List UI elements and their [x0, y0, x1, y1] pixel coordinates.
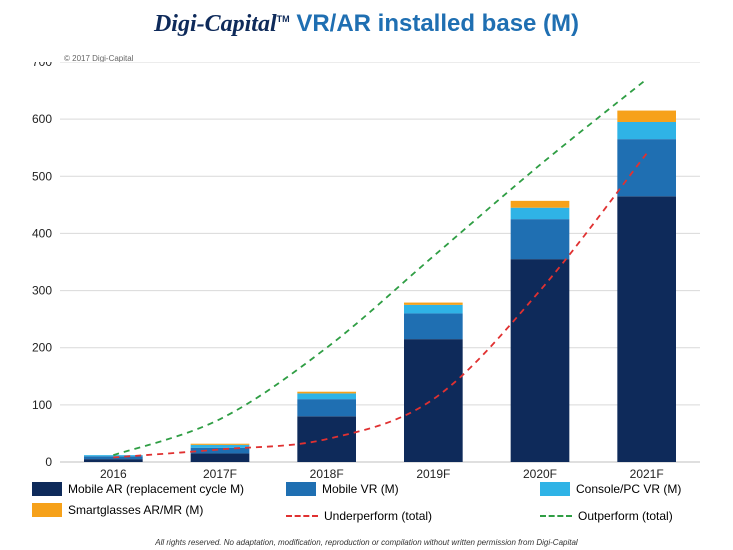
- bar-console_pc: [84, 455, 143, 456]
- bar-console_pc: [297, 393, 356, 399]
- brand-name: Digi-Capital: [154, 11, 277, 37]
- footer-text: All rights reserved. No adaptation, modi…: [0, 538, 733, 547]
- legend-label: Mobile VR (M): [322, 480, 399, 498]
- y-tick-label: 500: [32, 169, 52, 183]
- legend-swatch: [32, 503, 62, 517]
- legend-label: Mobile AR (replacement cycle M): [68, 480, 244, 498]
- y-tick-label: 100: [32, 398, 52, 412]
- legend-item-mobile_ar: Mobile AR (replacement cycle M): [32, 480, 280, 498]
- chart-legend: Mobile AR (replacement cycle M) Mobile VR…: [32, 480, 726, 525]
- y-tick-label: 200: [32, 341, 52, 355]
- x-tick-label: 2016: [100, 467, 127, 481]
- y-tick-label: 0: [45, 455, 52, 469]
- legend-item-console_pc: Console/PC VR (M): [540, 480, 720, 498]
- y-tick-label: 600: [32, 112, 52, 126]
- trademark: TM: [277, 14, 290, 24]
- chart-title: Digi-CapitalTM VR/AR installed base (M): [0, 10, 733, 38]
- x-tick-label: 2019F: [416, 467, 450, 481]
- y-tick-label: 400: [32, 226, 52, 240]
- y-tick-label: 700: [32, 62, 52, 69]
- legend-label: Outperform (total): [578, 507, 673, 525]
- legend-item-smartglass: Smartglasses AR/MR (M): [32, 501, 280, 519]
- bar-smartglass: [404, 303, 463, 305]
- y-tick-label: 300: [32, 284, 52, 298]
- bar-console_pc: [511, 208, 570, 219]
- bar-console_pc: [404, 305, 463, 314]
- x-tick-label: 2020F: [523, 467, 557, 481]
- x-tick-label: 2018F: [310, 467, 344, 481]
- legend-label: Console/PC VR (M): [576, 480, 681, 498]
- chart-plot: 010020030040050060070020162017F2018F2019…: [60, 62, 700, 462]
- bar-smartglass: [617, 111, 676, 122]
- title-rest: VR/AR installed base (M): [296, 10, 579, 37]
- legend-label: Underperform (total): [324, 507, 432, 525]
- legend-dash: [540, 515, 572, 517]
- bar-console_pc: [191, 445, 250, 448]
- bar-mobile_ar: [404, 339, 463, 462]
- x-tick-label: 2017F: [203, 467, 237, 481]
- bar-mobile_ar: [84, 459, 143, 462]
- bar-mobile_ar: [617, 196, 676, 462]
- bar-mobile_ar: [511, 259, 570, 462]
- bar-smartglass: [297, 392, 356, 394]
- bar-mobile_vr: [297, 399, 356, 416]
- x-tick-label: 2021F: [630, 467, 664, 481]
- legend-swatch: [286, 482, 316, 496]
- bar-mobile_vr: [617, 139, 676, 196]
- legend-label: Smartglasses AR/MR (M): [68, 501, 203, 519]
- legend-item-outperform: Outperform (total): [540, 507, 720, 525]
- bar-smartglass: [191, 444, 250, 445]
- legend-item-mobile_vr: Mobile VR (M): [286, 480, 534, 498]
- legend-dash: [286, 515, 318, 517]
- legend-swatch: [540, 482, 570, 496]
- bar-smartglass: [511, 201, 570, 208]
- bar-mobile_vr: [511, 219, 570, 259]
- bar-console_pc: [617, 122, 676, 139]
- bar-mobile_vr: [191, 448, 250, 454]
- legend-swatch: [32, 482, 62, 496]
- legend-item-underperform: Underperform (total): [286, 507, 534, 525]
- bar-mobile_vr: [404, 313, 463, 339]
- bar-mobile_ar: [191, 453, 250, 462]
